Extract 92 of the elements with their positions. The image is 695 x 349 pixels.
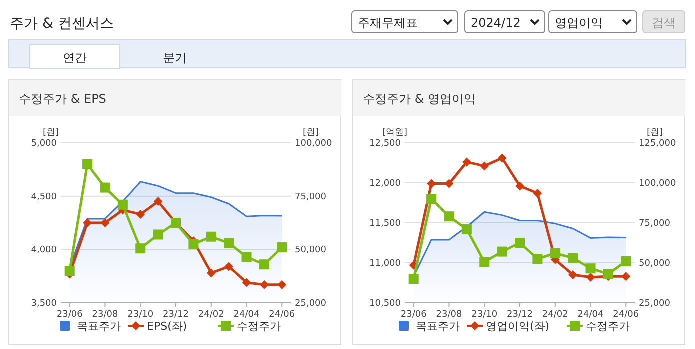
point <box>444 212 454 222</box>
x-tick-label: 24/06 <box>613 310 640 320</box>
y2-tick-label: 100,000 <box>295 139 332 149</box>
point <box>136 244 146 254</box>
y-tick-label: 11,500 <box>370 219 402 229</box>
y-tick-label: 3,500 <box>31 299 58 309</box>
point <box>136 210 146 219</box>
point <box>568 270 578 280</box>
y2-tick-label: 50,000 <box>639 259 671 269</box>
x-tick-label: 23/06 <box>56 310 84 320</box>
point <box>206 232 216 242</box>
y-tick-label: 4,500 <box>31 192 58 202</box>
x-tick-label: 23/10 <box>472 310 498 320</box>
x-tick-label: 23/12 <box>507 310 533 320</box>
point <box>259 260 270 270</box>
legend-label: EPS(좌) <box>147 320 188 333</box>
y2-axis-title: [원] <box>646 128 664 138</box>
point <box>118 200 128 210</box>
y2-axis-title: [원] <box>302 128 320 138</box>
y-tick-label: 11,000 <box>370 259 402 269</box>
text: 주가 & 컨센서스 <box>10 16 114 32</box>
point <box>498 154 507 163</box>
y-tick-label: 12,500 <box>370 139 402 149</box>
point <box>426 194 437 204</box>
x-tick-label: 23/08 <box>92 310 118 320</box>
text: 2024/12 <box>471 16 521 30</box>
point <box>64 266 75 276</box>
point <box>550 248 560 258</box>
y-axis-title: [억원] <box>382 128 408 138</box>
point <box>516 182 524 191</box>
x-tick-label: 23/06 <box>400 310 428 320</box>
point <box>462 224 472 234</box>
legend-label: 수정주가 <box>586 320 630 333</box>
x-tick-label: 23/10 <box>128 310 154 320</box>
y2-tick-label: 75,000 <box>639 219 671 229</box>
text: 영업이익 <box>555 16 603 30</box>
x-tick-label: 24/04 <box>234 310 260 320</box>
y-tick-label: 5,000 <box>31 139 58 149</box>
point <box>621 256 632 266</box>
point <box>497 246 508 257</box>
point <box>515 238 525 248</box>
point <box>154 197 163 206</box>
point <box>188 239 199 250</box>
point <box>242 252 252 262</box>
point <box>568 253 578 264</box>
legend-label: 목표주가 <box>77 320 121 333</box>
point <box>260 280 269 290</box>
point <box>224 238 234 248</box>
y-tick-label: 10,500 <box>370 299 402 309</box>
text: 주재무제표 <box>358 16 418 30</box>
y-axis-title: [원] <box>42 128 60 138</box>
legend-label: 수정주가 <box>237 320 281 333</box>
point <box>153 230 164 240</box>
legend-label: 영업이익(좌) <box>486 320 550 333</box>
point <box>277 242 288 253</box>
point <box>82 159 93 170</box>
point <box>224 262 234 272</box>
x-tick-label: 24/06 <box>269 310 296 320</box>
y2-tick-label: 75,000 <box>295 192 327 202</box>
point <box>586 264 596 274</box>
chart-title: 수정주가 & EPS <box>19 92 106 106</box>
point <box>206 268 216 278</box>
point <box>462 158 472 167</box>
point <box>532 254 543 264</box>
x-tick-label: 23/12 <box>163 310 189 320</box>
x-tick-label: 24/02 <box>542 310 568 320</box>
point <box>480 257 490 268</box>
y2-tick-label: 25,000 <box>639 299 671 309</box>
x-tick-label: 24/04 <box>578 310 604 320</box>
legend-label: 목표주가 <box>416 320 460 333</box>
y2-tick-label: 100,000 <box>639 179 676 189</box>
text: 검색 <box>652 16 676 30</box>
point <box>278 280 287 290</box>
text: 분기 <box>163 51 187 65</box>
point <box>480 162 490 171</box>
point <box>622 272 631 282</box>
chart-title: 수정주가 & 영업이익 <box>363 92 476 106</box>
y-tick-label: 12,000 <box>370 179 402 189</box>
point <box>586 272 596 282</box>
y2-tick-label: 25,000 <box>295 299 327 309</box>
y-tick-label: 4,000 <box>31 246 58 256</box>
x-tick-label: 23/08 <box>436 310 462 320</box>
x-tick-label: 24/02 <box>198 310 224 320</box>
point <box>100 182 110 193</box>
y2-tick-label: 50,000 <box>295 246 327 256</box>
point <box>100 218 110 228</box>
text: 연간 <box>63 51 87 65</box>
point <box>242 278 252 288</box>
y2-tick-label: 125,000 <box>639 139 676 149</box>
point <box>408 274 419 284</box>
point <box>533 188 542 198</box>
point <box>603 269 614 280</box>
